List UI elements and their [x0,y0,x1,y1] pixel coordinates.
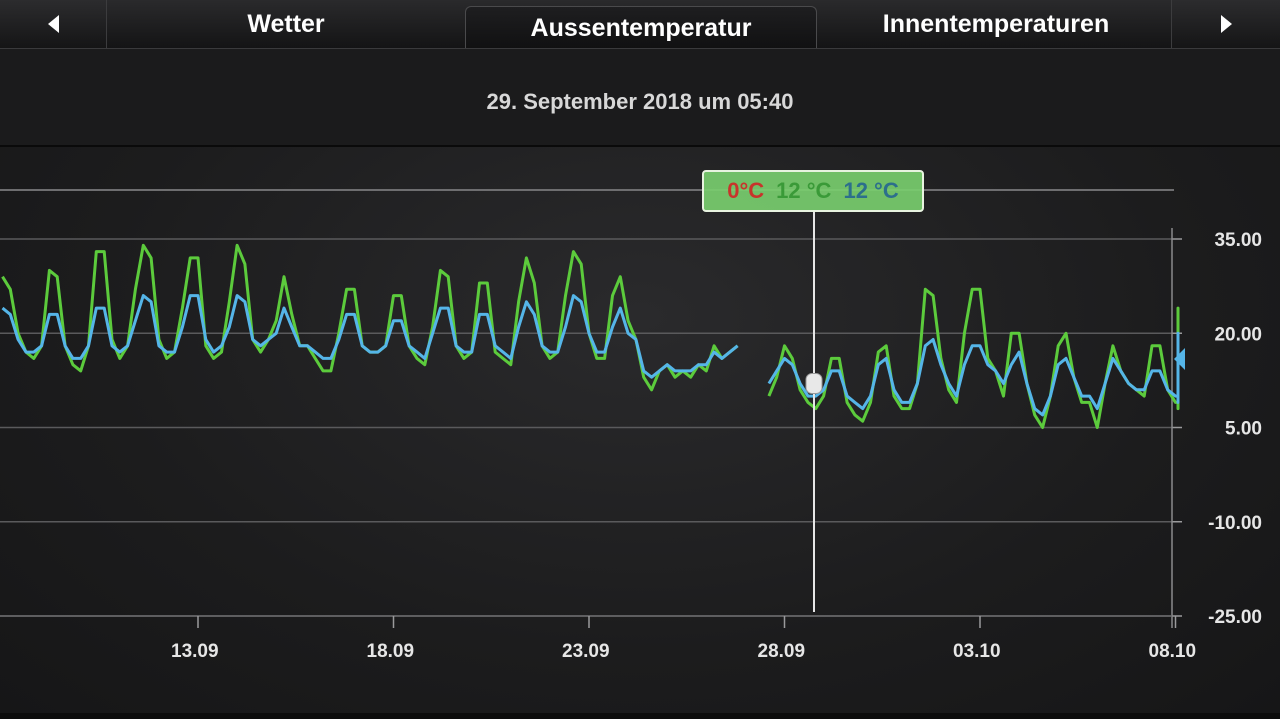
next-tab-button[interactable] [1171,0,1280,48]
tab-bar: Wetter Aussentemperatur Innentemperature… [0,0,1280,49]
tooltip-value-b: 12 °C [776,178,832,203]
cursor-handle [805,373,823,395]
y-tick-label: 5.00 [1225,419,1262,440]
x-tick-label: 03.10 [953,641,1001,662]
cursor-tooltip: 0°C 12 °C 12 °C [702,170,924,212]
tab-wetter[interactable]: Wetter [247,9,325,38]
x-tick-label: 13.09 [171,641,219,662]
series-average-line [767,331,1180,417]
y-tick-label: -10.00 [1208,513,1262,534]
tooltip-value-a: 0°C [727,178,765,203]
y-tick-label: 20.00 [1214,324,1262,345]
y-tick-label: -25.00 [1208,607,1262,628]
y-tick-label: 35.00 [1214,230,1262,251]
tab-innentemperaturen[interactable]: Innentemperaturen [882,9,1110,38]
x-tick-label: 23.09 [562,641,610,662]
triangle-right-icon [1220,15,1232,33]
x-tick-label: 18.09 [367,641,415,662]
series-average-line [1,294,739,379]
chart-area[interactable] [0,147,1280,713]
series-outdoor-line [1,243,739,392]
bottom-bar [0,713,1280,719]
triangle-left-icon [47,15,59,33]
x-tick-label: 28.09 [758,641,806,662]
tab-aussentemperatur[interactable]: Aussentemperatur [465,6,817,48]
x-tick-label: 08.10 [1149,641,1197,662]
series-outdoor-line [767,287,1180,429]
series-end-marker [1174,348,1185,370]
date-header: 29. September 2018 um 05:40 [0,49,1280,147]
date-label: 29. September 2018 um 05:40 [486,89,794,114]
prev-tab-button[interactable] [0,0,107,48]
tooltip-value-c: 12 °C [843,178,899,203]
